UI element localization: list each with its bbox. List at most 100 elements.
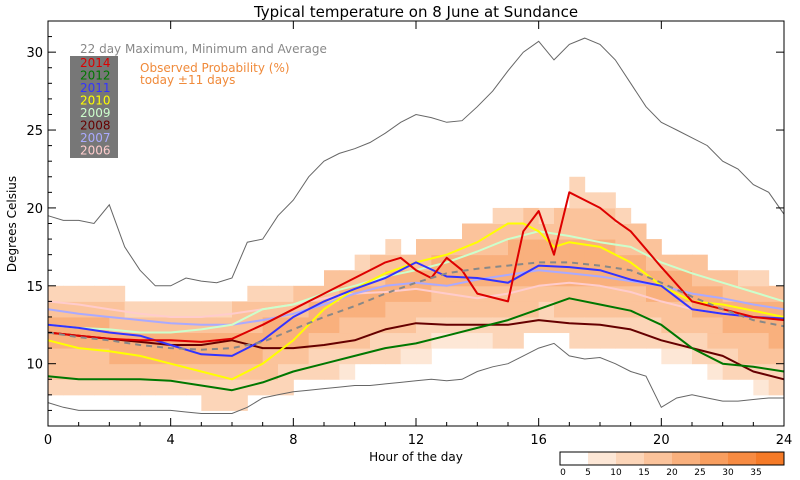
heat-cell <box>247 379 264 396</box>
heat-cell <box>523 270 540 287</box>
heat-cell <box>370 285 386 302</box>
heat-cell <box>554 316 570 334</box>
heat-cell <box>676 348 693 365</box>
heat-cell <box>584 301 601 318</box>
heat-cell <box>462 332 478 349</box>
heat-cell <box>707 285 724 302</box>
heat-cell <box>78 348 95 365</box>
x-tick-label: 4 <box>167 433 175 448</box>
heat-cell <box>615 332 632 349</box>
heat-cell <box>615 223 632 240</box>
colorbar-cell <box>644 452 673 465</box>
heat-cell <box>385 316 402 334</box>
heat-cell <box>155 301 172 318</box>
heat-cell <box>48 285 64 302</box>
heat-cell <box>78 363 95 380</box>
heat-cell <box>569 332 586 349</box>
heat-cell <box>63 379 80 396</box>
heat-cell <box>140 379 156 396</box>
heat-cell <box>109 285 126 302</box>
heat-cell <box>155 379 172 396</box>
heat-cell <box>630 332 647 349</box>
heat-cell <box>661 348 678 365</box>
heat-cell <box>63 316 80 334</box>
heat-cell <box>676 270 693 287</box>
legend-entry-2008: 2008 <box>80 119 111 133</box>
heat-cell <box>416 348 432 365</box>
min-line <box>47 342 784 414</box>
heat-cell <box>385 348 402 365</box>
colorbar-tick-label: 35 <box>750 468 761 478</box>
y-tick-label: 25 <box>26 124 43 139</box>
heat-cell <box>370 316 386 334</box>
heat-cell <box>523 239 540 256</box>
heat-cell <box>554 301 570 318</box>
heat-cell <box>109 348 126 365</box>
heat-cell <box>492 254 509 271</box>
heat-cell <box>646 301 662 318</box>
heat-cell <box>201 301 218 318</box>
heat-cell <box>262 363 279 380</box>
heat-cell <box>738 270 754 287</box>
heat-cell <box>584 285 601 302</box>
heat-cell <box>431 254 448 271</box>
colorbar-tick-label: 25 <box>694 468 705 478</box>
heat-cell <box>722 332 739 349</box>
heat-cell <box>630 223 647 240</box>
legend-entry-2014: 2014 <box>80 56 111 70</box>
heat-cell <box>492 332 509 349</box>
heat-cell <box>155 316 172 334</box>
heat-cell <box>508 207 524 224</box>
heat-cell <box>247 348 264 365</box>
heat-cell <box>523 316 540 334</box>
heat-cell <box>262 285 279 302</box>
heat-cell <box>278 379 294 396</box>
heat-cell <box>278 348 294 365</box>
heat-cell <box>569 239 586 256</box>
heat-cell <box>354 254 371 271</box>
heat-cell <box>262 301 279 318</box>
heat-cell <box>186 348 202 365</box>
heat-cell <box>247 285 264 302</box>
heat-cell <box>768 316 785 334</box>
heat-cell <box>768 348 785 365</box>
heat-cell <box>293 285 310 302</box>
heat-cell <box>400 348 417 365</box>
heat-cell <box>232 348 248 365</box>
heat-cell <box>385 301 402 318</box>
heat-cell <box>615 239 632 256</box>
heat-cell <box>646 316 662 334</box>
heat-cell <box>569 223 586 240</box>
heat-cell <box>370 332 386 349</box>
heat-cell <box>738 332 754 349</box>
heat-cell <box>508 301 524 318</box>
heat-cell <box>308 348 325 365</box>
heat-cell <box>661 332 678 349</box>
heat-cell <box>584 254 601 271</box>
heat-cell <box>753 332 770 349</box>
x-tick-label: 0 <box>44 433 52 448</box>
heat-cell <box>492 270 509 287</box>
heat-cell <box>523 285 540 302</box>
heat-cell <box>615 254 632 271</box>
heat-cell <box>753 301 770 318</box>
heat-cell <box>492 301 509 318</box>
heat-cell <box>94 379 110 396</box>
colorbar-tick-label: 0 <box>560 468 566 478</box>
heat-cell <box>308 363 325 380</box>
heat-cell <box>94 363 110 380</box>
colorbar-cell <box>728 452 757 465</box>
legend-box <box>70 56 118 158</box>
heat-cell <box>738 348 754 365</box>
legend-entry-2012: 2012 <box>80 69 111 83</box>
x-axis-label: Hour of the day <box>369 450 463 464</box>
y-tick-label: 30 <box>26 46 43 61</box>
heat-cell <box>339 348 356 365</box>
heat-cell <box>722 316 739 334</box>
colorbar-tick-label: 15 <box>638 468 649 478</box>
heat-cell <box>446 239 463 256</box>
heat-cell <box>216 379 233 396</box>
heat-cell <box>339 301 356 318</box>
heat-cell <box>738 363 754 380</box>
